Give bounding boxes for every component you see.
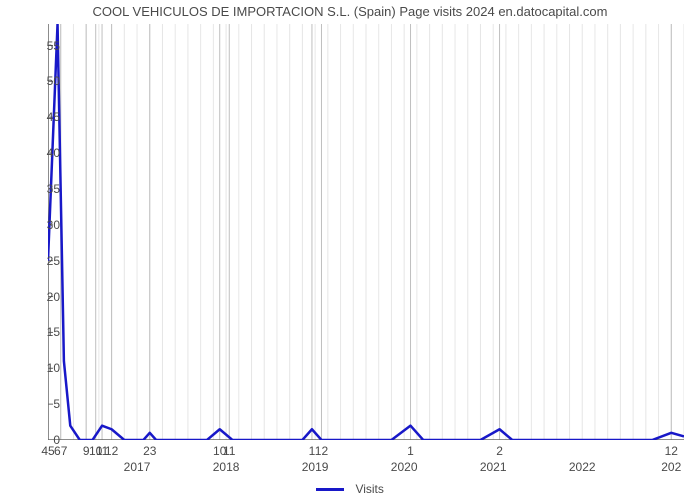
y-tick-label: 10 (20, 361, 60, 375)
x-year-label: 2019 (302, 460, 329, 474)
x-tick-label: 67 (54, 444, 67, 458)
x-year-label: 2020 (391, 460, 418, 474)
y-tick-label: 30 (20, 218, 60, 232)
x-tick-label: 11 (223, 444, 235, 458)
x-tick-label: 12 (105, 444, 118, 458)
x-year-label: 2017 (124, 460, 151, 474)
x-tick-label: 45 (41, 444, 54, 458)
chart-title: COOL VEHICULOS DE IMPORTACION S.L. (Spai… (0, 4, 700, 19)
x-year-label: 2022 (569, 460, 596, 474)
x-year-label: 2018 (213, 460, 240, 474)
chart-svg (48, 24, 684, 440)
y-tick-label: 55 (20, 39, 60, 53)
y-tick-label: 45 (20, 110, 60, 124)
x-tick-label: 12 (665, 444, 678, 458)
x-tick-label: 23 (143, 444, 156, 458)
y-tick-label: 5 (20, 397, 60, 411)
plot-area (48, 24, 684, 440)
y-tick-label: 25 (20, 254, 60, 268)
y-tick-label: 35 (20, 182, 60, 196)
y-tick-label: 40 (20, 146, 60, 160)
x-year-label: 2021 (480, 460, 507, 474)
legend: Visits (0, 482, 700, 496)
y-tick-label: 20 (20, 290, 60, 304)
legend-label: Visits (355, 482, 383, 496)
x-year-label: 202 (661, 460, 681, 474)
chart-container: COOL VEHICULOS DE IMPORTACION S.L. (Spai… (0, 0, 700, 500)
x-tick-label: 12 (315, 444, 328, 458)
x-tick-label: 2 (496, 444, 503, 458)
x-tick-label: 1 (407, 444, 414, 458)
y-tick-label: 15 (20, 325, 60, 339)
y-tick-label: 50 (20, 74, 60, 88)
legend-swatch (316, 488, 344, 491)
